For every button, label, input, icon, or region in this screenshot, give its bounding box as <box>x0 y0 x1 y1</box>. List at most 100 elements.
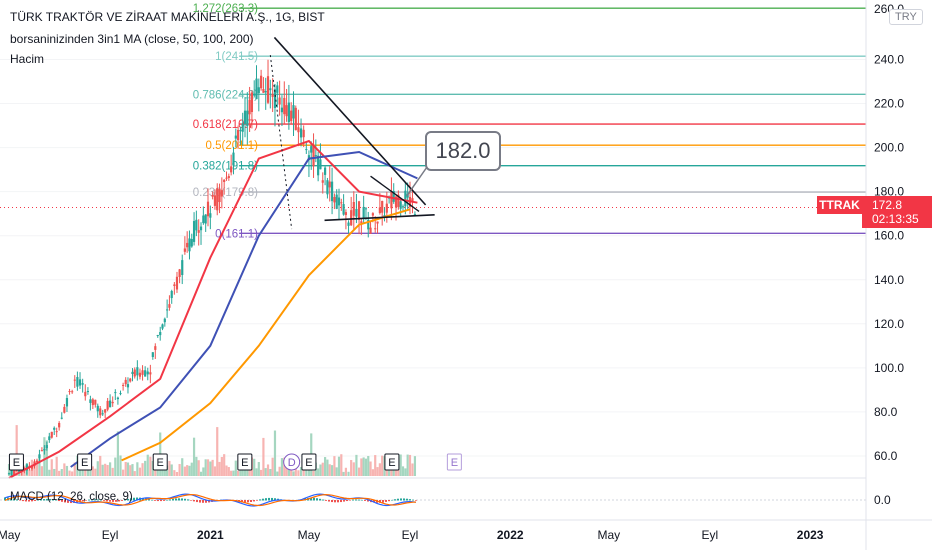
last-price-box: 172.8 02:13:35 <box>862 196 932 228</box>
macd-histogram-bar <box>112 500 114 502</box>
volume-bar <box>374 455 377 476</box>
macd-histogram-bar <box>136 497 138 501</box>
macd-histogram-bar <box>319 498 321 501</box>
last-price: 172.8 <box>872 198 903 212</box>
macd-histogram-bar <box>349 500 351 501</box>
macd-histogram-bar <box>133 497 135 501</box>
candle-body <box>260 75 263 89</box>
macd-histogram-bar <box>199 500 201 503</box>
macd-legend[interactable]: MACD (12, 26, close, 9) <box>10 491 133 503</box>
macd-histogram-bar <box>190 500 192 501</box>
candle-body <box>206 201 210 217</box>
earnings-marker-label: E <box>388 457 395 469</box>
macd-histogram-bar <box>64 500 66 503</box>
volume-bar <box>369 461 372 476</box>
x-tick-label: 2021 <box>197 528 224 542</box>
earnings-marker-label: E <box>81 457 88 469</box>
candle-body <box>151 352 154 357</box>
volume-bar <box>53 468 56 476</box>
candle-body <box>218 189 221 203</box>
currency-badge[interactable]: TRY <box>889 9 923 25</box>
candle-body <box>156 335 159 337</box>
candle-body <box>154 346 157 350</box>
candle-body <box>81 383 84 385</box>
candle-body <box>104 409 107 413</box>
macd-histogram-bar <box>196 500 198 503</box>
macd-histogram-bar <box>40 499 42 501</box>
volume-bar <box>260 469 263 476</box>
volume-bar <box>163 466 166 476</box>
macd-histogram-bar <box>151 499 153 501</box>
candle-body <box>232 152 235 166</box>
macd-histogram-bar <box>337 500 339 503</box>
chart-title[interactable]: TÜRK TRAKTÖR VE ZİRAAT MAKİNELERİ A.Ş., … <box>10 10 325 24</box>
macd-histogram-bar <box>268 497 270 501</box>
candle-body <box>390 191 393 209</box>
candle-body <box>246 110 249 127</box>
volume-bars <box>7 425 417 476</box>
macd-histogram-bar <box>382 500 384 503</box>
volume-bar <box>111 467 114 476</box>
macd-histogram-bar <box>103 500 105 501</box>
candle-body <box>55 431 58 433</box>
volume-bar <box>328 464 331 476</box>
candle-body <box>108 400 112 408</box>
volume-bar <box>197 460 200 476</box>
volume-legend[interactable]: Hacim <box>10 52 45 66</box>
earnings-marker <box>384 453 400 471</box>
candle-body <box>50 431 53 438</box>
volume-bar <box>347 471 350 476</box>
volume-bar <box>141 463 144 476</box>
candle-body <box>25 464 28 471</box>
trend-drawings[interactable] <box>269 36 435 230</box>
volume-bar <box>161 469 164 476</box>
candle-body <box>394 196 398 208</box>
y-tick-label: 180.0 <box>874 185 904 199</box>
volume-bar <box>7 464 11 476</box>
macd-histogram-bar <box>25 500 27 502</box>
macd-histogram-bar <box>22 500 24 502</box>
volume-bar <box>280 458 284 476</box>
volume-bar <box>326 459 329 476</box>
macd-histogram-bar <box>265 498 267 501</box>
volume-bar <box>170 464 173 476</box>
candle-body <box>278 97 281 105</box>
price-callout[interactable]: 182.0 <box>425 131 501 171</box>
macd-histogram-bar <box>115 500 117 502</box>
volume-bar <box>227 467 230 476</box>
volume-bar <box>266 464 270 476</box>
event-markers[interactable]: E E E E E E ED <box>8 453 462 471</box>
volume-bar <box>192 437 196 476</box>
macd-histogram-bar <box>403 498 405 501</box>
macd-histogram-bar <box>118 500 120 502</box>
candle-body <box>369 227 372 234</box>
ma-indicator-legend[interactable]: borsaninizinden 3in1 MA (close, 50, 100,… <box>10 32 254 46</box>
candle-body <box>237 129 240 141</box>
candle-body <box>323 167 327 175</box>
y-tick-label: 160.0 <box>874 229 904 243</box>
macd-histogram-bar <box>172 498 174 501</box>
candle-body <box>161 324 164 329</box>
earnings-marker <box>8 453 24 471</box>
candle-body <box>250 92 254 113</box>
macd-histogram-bar <box>178 498 180 501</box>
volume-bar <box>126 462 130 476</box>
candle-body <box>119 393 122 395</box>
candle-body <box>197 230 200 233</box>
macd-histogram-bar <box>331 500 333 503</box>
volume-bar <box>364 458 368 476</box>
volume-bar <box>40 466 44 476</box>
candle-body <box>312 145 315 167</box>
volume-bar <box>136 462 139 476</box>
volume-bar <box>156 469 159 476</box>
support-trendline <box>324 213 435 222</box>
macd-histogram-bar <box>244 500 246 503</box>
macd-histogram-bar <box>256 500 258 501</box>
x-tick-label: Eyl <box>402 528 419 542</box>
moving-average-line <box>121 208 411 462</box>
volume-bar <box>312 470 315 476</box>
volume-bar <box>292 471 295 476</box>
candle-body <box>114 392 117 394</box>
